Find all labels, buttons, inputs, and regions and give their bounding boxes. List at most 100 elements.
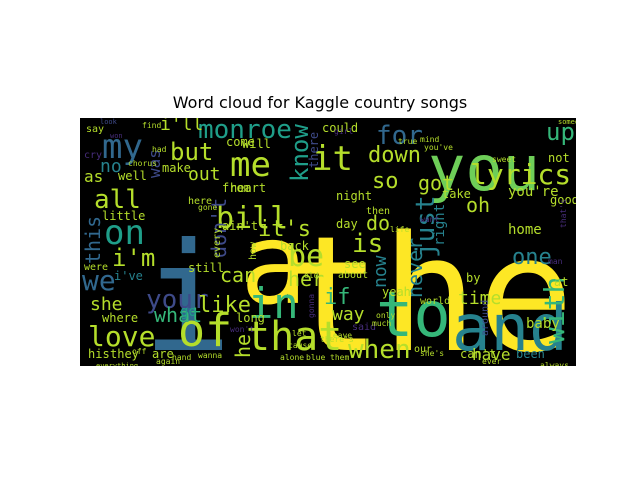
word-to: to — [376, 278, 451, 351]
word-cause: cause — [288, 341, 312, 350]
word-had: had — [152, 145, 167, 154]
word-be: be — [288, 239, 324, 274]
word-good: good — [550, 193, 576, 207]
word-will: will — [242, 137, 271, 151]
word-we: we — [82, 264, 116, 297]
word-they: they — [110, 347, 139, 361]
word-life: life — [390, 225, 409, 234]
word-little: little — [102, 209, 145, 223]
word-there: there — [307, 132, 321, 168]
word-take: take — [442, 187, 471, 201]
word-all: all — [94, 185, 141, 215]
word-what: what — [154, 303, 202, 327]
word-say: say — [86, 124, 104, 135]
word-here: here — [188, 196, 212, 207]
word-her: her — [288, 267, 324, 291]
word-my: my — [102, 127, 143, 167]
word-heart: heart — [230, 181, 266, 195]
word-night: night — [336, 189, 372, 203]
word-off: off — [132, 347, 147, 356]
word-right: right — [432, 204, 448, 246]
word-have: have — [472, 345, 511, 364]
word-shes: she's — [420, 349, 444, 358]
word-still: still — [188, 261, 224, 275]
word-could: could — [322, 121, 358, 135]
word-cloud: the i you and a to of that in me my it on monroe bill b… — [80, 118, 576, 366]
word-is: is — [352, 229, 383, 259]
word-lyrics: lyrics — [470, 158, 571, 191]
word-never: never — [403, 238, 427, 298]
word-aint: ain't — [222, 219, 258, 233]
word-gonna: gonna — [307, 294, 316, 318]
word-love: love — [88, 320, 155, 353]
word-when: when — [348, 335, 411, 365]
word-hand: hand — [172, 353, 191, 362]
word-well: well — [118, 169, 147, 183]
word-see: see — [344, 257, 366, 271]
word-me: me — [230, 145, 271, 185]
word-cry: cry — [84, 150, 102, 161]
word-how: how — [248, 241, 259, 260]
word-everything: everything — [96, 362, 138, 366]
word-old: old — [304, 271, 319, 280]
word-ill: i'll — [160, 118, 203, 135]
word-i: i — [142, 212, 232, 366]
word-chorus: chorus — [128, 159, 157, 168]
word-if: if — [324, 285, 351, 310]
word-leave: leave — [328, 331, 352, 340]
word-gone: gone — [198, 203, 217, 212]
word-want: want — [420, 215, 439, 224]
word-ever: ever — [482, 357, 501, 366]
word-won: won — [110, 132, 123, 140]
word-can: can — [220, 263, 256, 287]
word-alone: alone — [280, 353, 304, 362]
word-the: the — [285, 201, 574, 366]
word-every: every — [212, 228, 223, 258]
word-youre: you're — [508, 184, 559, 200]
word-not: not — [548, 151, 570, 165]
word-monroe: monroe — [198, 118, 292, 145]
word-only: only — [376, 311, 395, 320]
word-about: about — [338, 270, 368, 281]
word-find: find — [142, 121, 161, 130]
word-baby: baby — [526, 316, 560, 332]
word-someone: someone — [558, 118, 576, 126]
word-now: now — [370, 255, 391, 288]
word-around: around — [480, 300, 491, 336]
word-know: know — [286, 124, 314, 182]
chart-title: Word cloud for Kaggle country songs — [172, 93, 468, 112]
word-let: let — [292, 329, 307, 338]
word-ive: i've — [114, 269, 143, 283]
word-its: it's — [258, 217, 311, 242]
word-as: as — [84, 167, 103, 186]
word-make: make — [162, 161, 191, 175]
word-in: in — [248, 279, 299, 328]
word-much: much — [372, 319, 391, 328]
word-are: are — [152, 347, 174, 361]
word-and: and — [452, 292, 568, 366]
word-down: down — [368, 143, 421, 168]
word-world: world — [420, 296, 450, 307]
word-his: his — [88, 347, 110, 361]
word-wanna: wanna — [198, 351, 222, 360]
word-yeah: yeah — [382, 285, 411, 299]
word-do: do — [366, 211, 390, 235]
word-just: just — [411, 195, 441, 258]
word-for: for — [376, 121, 423, 151]
word-with: with — [538, 277, 571, 344]
word-on: on — [104, 213, 145, 253]
word-true: true — [398, 137, 417, 146]
word-back: back — [280, 239, 310, 253]
word-youve: you've — [424, 143, 453, 152]
word-dont: don't — [207, 198, 231, 258]
word-way: way — [332, 304, 365, 325]
word-got: got — [418, 171, 454, 195]
word-oh: oh — [466, 193, 490, 217]
word-up: up — [546, 118, 575, 146]
word-but: but — [170, 138, 213, 166]
word-girl: girl — [334, 127, 353, 136]
word-wont: won't — [230, 325, 254, 334]
word-home: home — [508, 222, 542, 238]
word-no: no — [100, 156, 122, 177]
